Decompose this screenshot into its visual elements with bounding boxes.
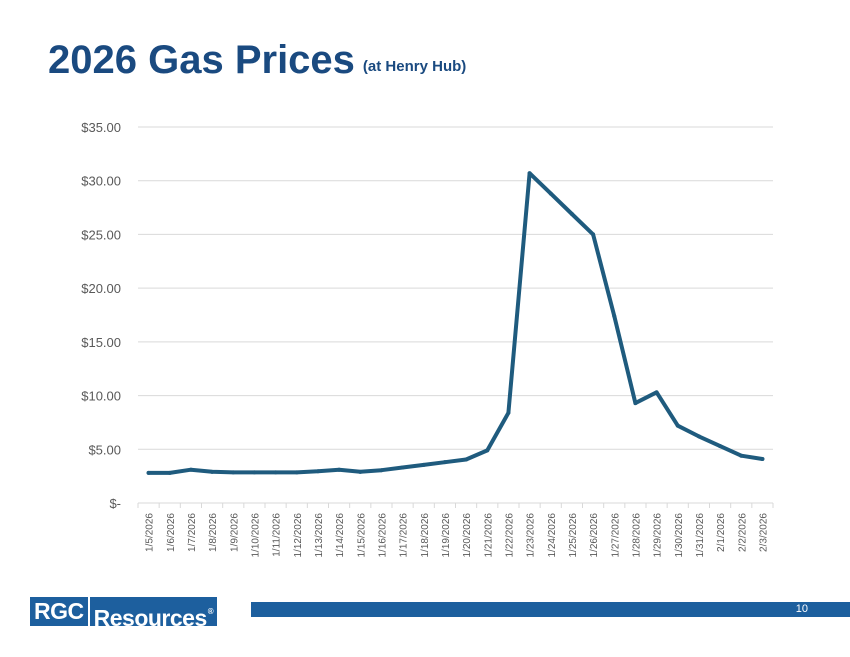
data-point (718, 444, 723, 449)
data-point (527, 171, 532, 176)
logo-registered-mark: ® (207, 607, 214, 616)
y-tick-label: $30.00 (81, 174, 121, 189)
logo-resources-text: Resources (93, 605, 208, 631)
x-tick-label: 1/21/2026 (483, 513, 494, 558)
page-title: 2026 Gas Prices (at Henry Hub) (48, 36, 466, 91)
x-tick-label: 2/1/2026 (716, 513, 727, 552)
x-tick-label: 1/6/2026 (166, 513, 177, 552)
data-point (654, 390, 659, 395)
data-point (675, 423, 680, 428)
x-tick-label: 1/13/2026 (314, 513, 325, 558)
data-point (633, 401, 638, 406)
data-point (612, 314, 617, 319)
title-subtitle: (at Henry Hub) (362, 58, 467, 75)
data-point (379, 468, 384, 473)
x-tick-label: 1/31/2026 (695, 513, 706, 558)
x-tick-label: 1/23/2026 (526, 513, 537, 558)
price-line-chart: $- $5.00 $10.00 $15.00 $20.00 $25.00 $30.00 $35… (81, 120, 774, 558)
data-point (696, 434, 701, 439)
gridlines (138, 126, 773, 504)
company-logo: RGC Resources® (30, 597, 218, 631)
x-tick-label: 1/25/2026 (568, 513, 579, 558)
series-line-0 (146, 171, 765, 475)
x-tick-label: 1/16/2026 (377, 513, 388, 558)
data-point (146, 470, 151, 475)
x-tick-label: 1/29/2026 (653, 513, 664, 558)
y-tick-label: $25.00 (81, 227, 121, 242)
data-point (591, 232, 596, 237)
y-tick-label: $15.00 (81, 335, 121, 350)
data-point (442, 460, 447, 465)
series-layer (146, 171, 765, 475)
x-tick-label: 2/3/2026 (758, 513, 769, 552)
data-point (464, 457, 469, 462)
x-axis-tick-labels: 1/5/2026 1/6/2026 1/7/2026 1/8/2026 1/9/2026… (137, 503, 774, 558)
x-tick-label: 1/17/2026 (399, 513, 410, 558)
data-point (337, 467, 342, 472)
data-point (188, 467, 193, 472)
y-axis-tick-labels: $- $5.00 $10.00 $15.00 $20.00 $25.00 $30.00 $35… (81, 120, 121, 511)
x-tick-label: 1/11/2026 (272, 513, 283, 557)
x-tick-label: 1/12/2026 (293, 513, 304, 558)
x-tick-label: 2/2/2026 (737, 513, 748, 552)
y-tick-label: $35.00 (81, 120, 121, 135)
x-tick-label: 1/8/2026 (208, 513, 219, 552)
data-point (548, 191, 553, 196)
data-point (569, 212, 574, 217)
page-number: 10 (795, 603, 808, 615)
data-point (760, 456, 765, 461)
x-tick-label: 1/22/2026 (504, 513, 515, 558)
x-tick-label: 1/10/2026 (250, 513, 261, 558)
logo-resources: Resources® (89, 597, 218, 631)
title-main: 2026 Gas Prices (48, 38, 355, 82)
data-point (400, 465, 405, 470)
y-tick-label: $- (109, 496, 121, 511)
data-point (167, 470, 172, 475)
x-tick-label: 1/20/2026 (462, 513, 473, 558)
x-tick-label: 1/15/2026 (356, 513, 367, 558)
data-point (506, 410, 511, 415)
y-tick-label: $10.00 (81, 389, 121, 404)
y-tick-label: $5.00 (88, 442, 121, 457)
x-tick-label: 1/30/2026 (674, 513, 685, 558)
y-tick-label: $20.00 (81, 281, 121, 296)
x-tick-label: 1/19/2026 (441, 513, 452, 558)
x-tick-label: 1/7/2026 (187, 513, 198, 552)
x-tick-label: 1/24/2026 (547, 513, 558, 558)
data-point (485, 448, 490, 453)
x-tick-label: 1/14/2026 (335, 513, 346, 558)
data-point (231, 470, 236, 475)
logo-rgc: RGC (30, 597, 88, 626)
x-tick-label: 1/5/2026 (145, 513, 156, 552)
data-point (252, 470, 257, 475)
data-point (210, 469, 215, 474)
data-point (358, 469, 363, 474)
x-tick-label: 1/27/2026 (610, 513, 621, 558)
data-point (739, 453, 744, 458)
x-tick-label: 1/28/2026 (631, 513, 642, 558)
x-tick-label: 1/9/2026 (229, 513, 240, 552)
footer-bar: 10 (251, 602, 850, 617)
data-point (315, 469, 320, 474)
x-tick-label: 1/18/2026 (420, 513, 431, 558)
data-point (273, 470, 278, 475)
x-tick-label: 1/26/2026 (589, 513, 600, 558)
data-point (294, 470, 299, 475)
data-point (421, 462, 426, 467)
